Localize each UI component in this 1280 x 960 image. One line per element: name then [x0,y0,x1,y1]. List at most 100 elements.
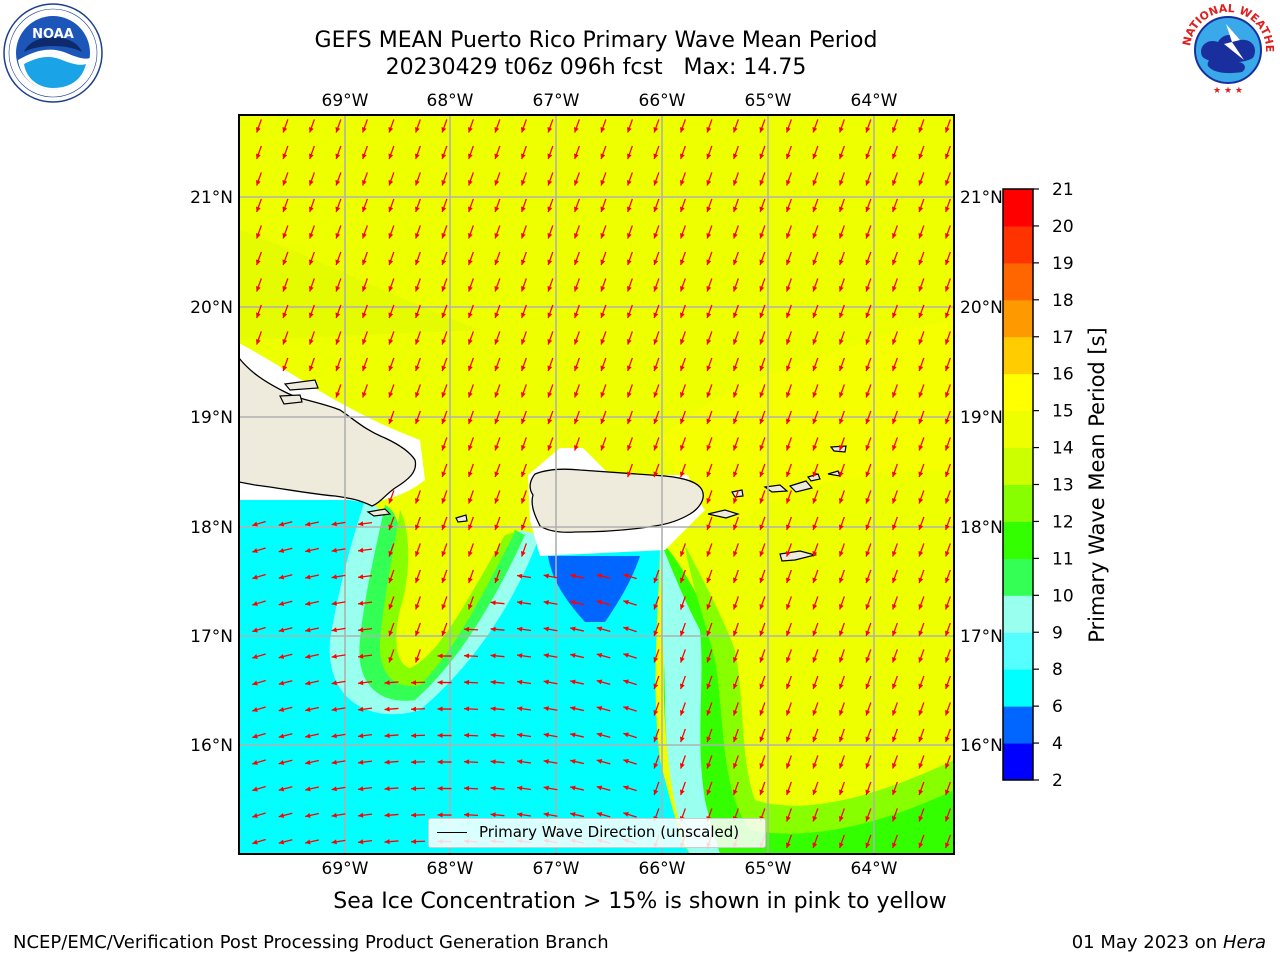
wave-arrow [441,622,448,637]
wave-arrow [679,649,686,663]
wave-arrow [838,516,845,531]
wave-arrow [441,516,448,531]
wave-arrow [891,702,898,716]
wave-arrow [732,649,739,663]
wave-arrow [467,278,474,292]
wave-arrow [494,490,501,504]
wave-arrow [812,490,819,504]
wave-arrow [335,198,342,213]
wave-arrow [414,410,421,425]
wave-arrow [252,547,266,553]
wave-arrow [467,225,474,239]
wave-arrow [944,463,951,478]
wave-arrow [626,357,633,372]
wave-arrow [255,225,262,239]
wave-arrow [838,278,845,292]
wave-arrow [441,357,448,372]
wave-arrow [759,543,766,557]
wave-arrow [944,834,951,849]
wave-arrow [812,543,819,557]
wave-arrow [335,172,342,186]
wave-arrow [357,627,373,633]
wave-arrow [282,251,289,266]
wave-arrow [467,251,474,266]
wave-arrow [335,357,342,372]
wave-arrow [384,733,399,739]
wave-arrow [891,145,898,160]
wave-arrow [570,626,584,632]
wave-arrow [732,463,739,478]
wave-arrow [944,490,951,504]
wave-arrow [388,490,395,504]
wave-arrow [679,437,686,451]
wave-arrow [838,781,845,796]
wave-arrow [785,834,792,849]
wave-arrow [388,119,395,133]
wave-arrow [918,649,925,663]
colorbar-tick-label: 18 [1052,291,1074,311]
wave-arrow [679,543,686,557]
wave-arrow [918,808,925,822]
wave-arrow [891,543,898,557]
wave-arrow [463,785,479,791]
wave-arrow [282,198,289,213]
colorbar-segment [1003,558,1033,596]
lon-tick-label: 69°W [322,859,369,879]
wave-arrow [441,596,448,610]
wave-arrow [865,702,872,716]
puerto-rico-land [529,468,704,533]
wave-arrow [437,679,452,685]
wave-arrow [918,675,925,690]
wave-arrow [679,357,686,372]
wave-arrow [944,145,951,160]
wave-arrow [679,198,686,213]
wave-arrow [679,384,686,398]
graticule [239,115,954,854]
wave-arrow [361,331,368,345]
wave-arrow [865,808,872,822]
wave-arrow [623,600,637,606]
wave-arrow [437,732,452,738]
wave-arrow [357,680,373,686]
colorbar-segment [1003,410,1033,449]
wave-arrow [812,755,819,769]
wave-arrow [441,543,448,557]
wave-arrow [944,781,951,796]
colorbar-segment [1003,706,1033,744]
wave-arrow [891,304,898,319]
wave-arrow [759,304,766,319]
page-title: GEFS MEAN Puerto Rico Primary Wave Mean … [314,28,878,53]
wave-arrow [944,702,951,716]
wave-arrow [361,225,368,239]
wave-arrow [305,706,319,712]
wave-arrow [520,410,527,425]
wave-arrow [838,490,845,504]
wave-arrow [547,225,554,239]
wave-arrow [547,198,554,213]
wave-arrow [679,755,686,769]
legend-label: Primary Wave Direction (unscaled) [479,823,740,841]
wave-arrow [679,622,686,637]
wave-arrow [278,574,293,580]
wave-arrow [520,490,527,504]
st-thomas-island [763,484,789,493]
tortola-island [788,480,814,493]
wave-arrow [732,278,739,292]
wave-arrow [944,198,951,213]
wave-arrow [679,728,686,743]
wave-arrow [467,516,474,531]
wave-arrow [331,627,346,633]
wave-arrow [626,410,633,425]
lon-tick-label: 68°W [427,859,474,879]
wave-arrow [732,198,739,213]
wave-arrow [891,463,898,478]
colorbar-tick-label: 13 [1052,476,1074,496]
wave-arrow [706,702,713,716]
wave-arrow [600,251,607,266]
wave-arrow [679,781,686,796]
svg-text:★ ★ ★: ★ ★ ★ [1213,86,1243,96]
wave-arrow [918,490,925,504]
wave-arrow [706,145,713,160]
wave-arrow [918,384,925,398]
